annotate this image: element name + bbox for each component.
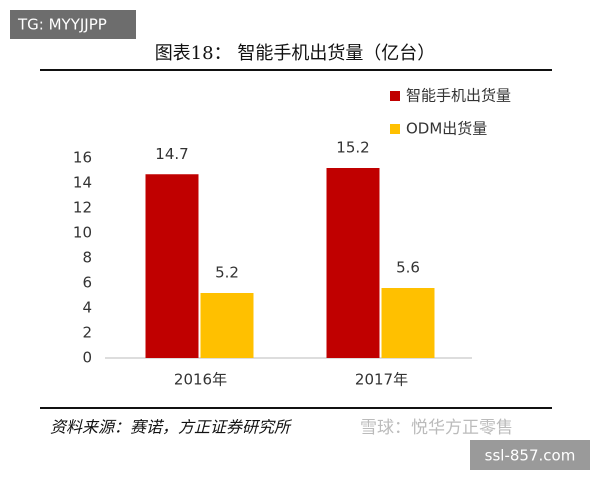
y-tick-label: 16 xyxy=(73,149,92,167)
y-tick-label: 10 xyxy=(73,224,92,242)
site-text: ssl-857.com xyxy=(485,447,576,465)
value-label: 14.7 xyxy=(155,145,188,163)
value-label: 5.6 xyxy=(396,259,420,277)
bar xyxy=(145,174,199,358)
source: 资料来源：赛诺，方正证券研究所 xyxy=(50,418,293,437)
site-box xyxy=(470,440,590,470)
chart-title: 图表18： 智能手机出货量（亿台） xyxy=(155,43,436,64)
y-tick-label: 8 xyxy=(82,249,92,267)
bar xyxy=(381,288,435,358)
legend-swatch xyxy=(390,91,400,101)
y-tick-label: 2 xyxy=(82,324,92,342)
bar xyxy=(326,168,380,358)
tag-box xyxy=(10,10,136,39)
legend-label: 智能手机出货量 xyxy=(406,87,511,105)
value-label: 5.2 xyxy=(215,264,239,282)
tag-text: TG: MYYJJPP xyxy=(17,16,107,34)
y-tick-label: 14 xyxy=(73,174,92,192)
y-tick-label: 12 xyxy=(73,199,92,217)
legend-swatch xyxy=(390,124,400,134)
watermark: 雪球：悦华方正零售 xyxy=(360,418,513,438)
y-tick-label: 6 xyxy=(82,274,92,292)
x-tick-label: 2017年 xyxy=(355,371,408,389)
x-tick-label: 2016年 xyxy=(174,371,227,389)
y-tick-label: 0 xyxy=(82,349,92,367)
value-label: 15.2 xyxy=(336,139,369,157)
legend-label: ODM出货量 xyxy=(406,120,487,138)
bar xyxy=(200,293,254,358)
y-tick-label: 4 xyxy=(82,299,92,317)
